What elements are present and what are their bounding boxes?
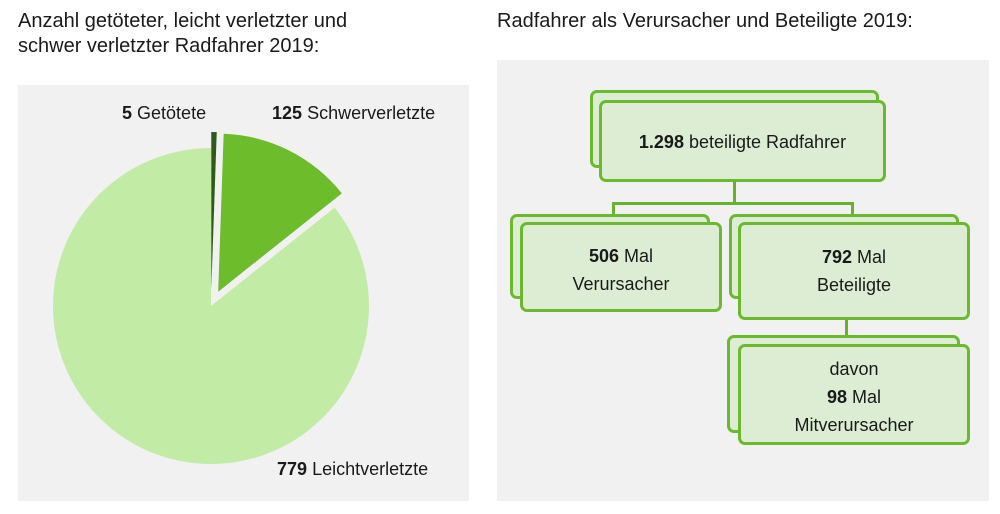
pie-label-getoetete-text: Getötete (137, 103, 207, 123)
pie-label-leichtverletzte: 779 Leichtverletzte (277, 459, 428, 480)
root-node-text: 1.298 beteiligte Radfahrer (602, 128, 883, 156)
left-child-value: 506 (588, 246, 619, 266)
right-child-node: 792 Mal Beteiligte (738, 222, 970, 320)
left-child-node: 506 Mal Verursacher (520, 222, 722, 312)
pie-label-leichtverletzte-value: 779 (277, 459, 308, 479)
pie-title-line-1: Anzahl getöteter, leicht verletzter und (18, 10, 348, 32)
pie-label-getoetete: 5 Getötete (122, 103, 206, 124)
connector-horizontal (612, 202, 854, 205)
connector-to-right-child (851, 202, 854, 216)
pie-title-line-2: schwer verletzter Radfahrer 2019: (18, 35, 320, 57)
right-child-line2: Beteiligte (816, 275, 892, 295)
pie-label-getoetete-value: 5 (122, 103, 133, 123)
pie-label-schwerverletzte: 125 Schwerverletzte (272, 103, 435, 124)
root-label: beteiligte Radfahrer (688, 132, 847, 152)
pie-slice-schwerverletzte (218, 133, 342, 292)
pie-label-schwerverletzte-value: 125 (272, 103, 303, 123)
connector-to-grandchild (845, 320, 848, 338)
root-node: 1.298 beteiligte Radfahrer (599, 100, 886, 182)
grandchild-text: davon 98 Mal Mitverursacher (741, 355, 967, 439)
pie-label-leichtverletzte-text: Leichtverletzte (312, 459, 429, 479)
left-child-suffix: Mal (624, 246, 654, 266)
connector-to-left-child (612, 202, 615, 216)
connector-root-down (733, 182, 736, 204)
left-child-text: 506 Mal Verursacher (523, 242, 719, 298)
grandchild-value: 98 (826, 387, 847, 407)
root-value: 1.298 (638, 132, 684, 152)
pie-slice-leichtverletzte (53, 148, 369, 465)
left-child-line2: Verursacher (572, 274, 670, 294)
pie-label-schwerverletzte-text: Schwerverletzte (307, 103, 436, 123)
grandchild-suffix: Mal (852, 387, 882, 407)
right-child-text: 792 Mal Beteiligte (741, 243, 967, 299)
grandchild-line3: Mitverursacher (794, 415, 914, 435)
grandchild-node: davon 98 Mal Mitverursacher (738, 344, 970, 445)
hierarchy-title: Radfahrer als Verursacher und Beteiligte… (497, 10, 913, 32)
right-child-value: 792 (821, 247, 852, 267)
right-child-suffix: Mal (857, 247, 887, 267)
grandchild-line1: davon (829, 359, 879, 379)
pie-chart-title: Anzahl getöteter, leicht verletzter und … (18, 9, 478, 59)
pie-slice-getoetete (211, 132, 217, 291)
